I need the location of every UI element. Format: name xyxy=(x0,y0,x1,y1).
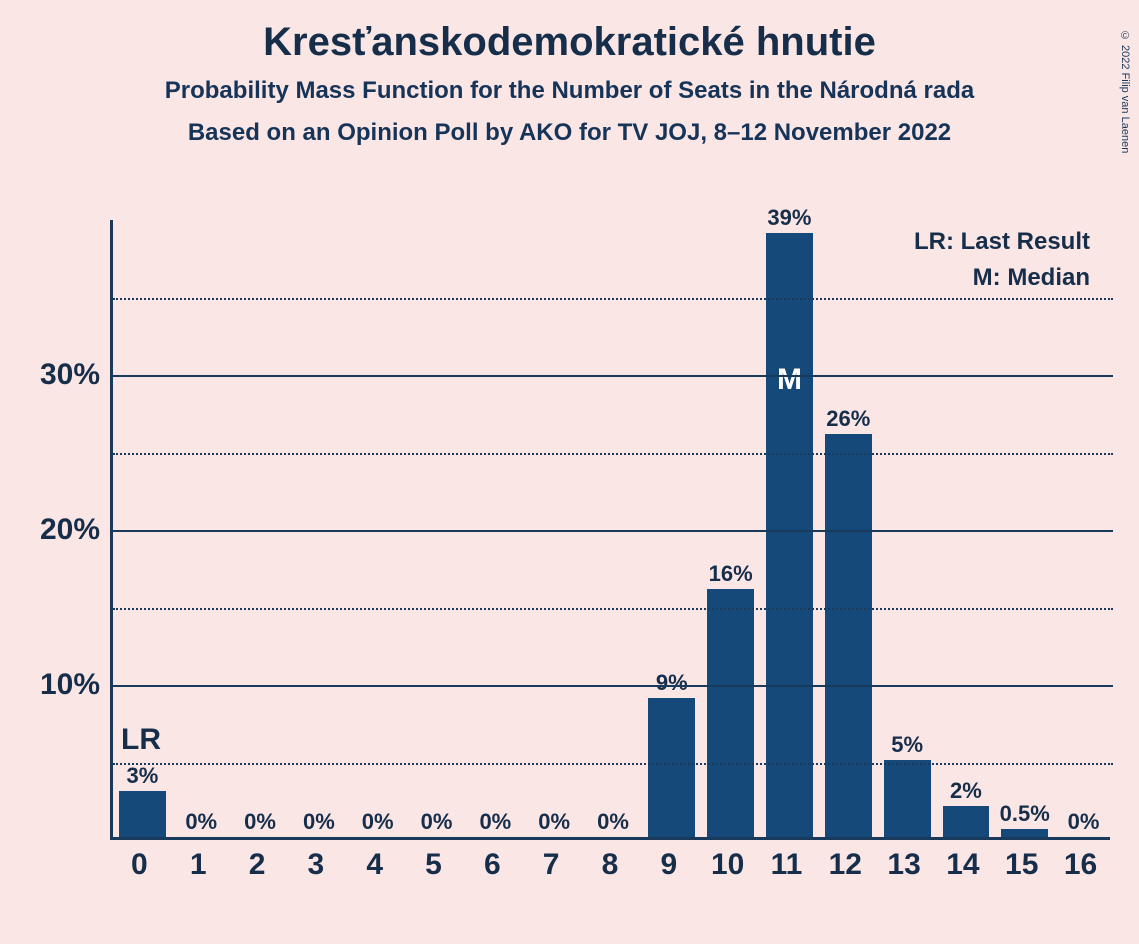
x-axis-label: 9 xyxy=(639,848,698,882)
bar-value-label: 5% xyxy=(891,732,923,758)
y-axis-label: 10% xyxy=(10,668,100,702)
x-axis-label: 13 xyxy=(875,848,934,882)
bar-value-label: 0% xyxy=(303,809,335,835)
bar: 9% xyxy=(648,698,695,838)
bar-value-label: 26% xyxy=(826,406,870,432)
bar: 39%M xyxy=(766,233,813,838)
chart-title: Kresťanskodemokratické hnutie xyxy=(0,20,1139,65)
bar-value-label: 0% xyxy=(244,809,276,835)
bar: 16% xyxy=(707,589,754,837)
bars-container: 3% LR 0% 0% 0% 0% 0% 0% 0% 0% 9% 16% 39%M 26% 5% 2% 0.5%… xyxy=(113,217,1113,837)
x-axis-label: 2 xyxy=(228,848,287,882)
gridline-minor xyxy=(113,608,1113,610)
x-axis-label: 7 xyxy=(522,848,581,882)
bar-value-label: 0.5% xyxy=(1000,801,1050,827)
gridline-major xyxy=(113,530,1113,532)
chart-subtitle: Probability Mass Function for the Number… xyxy=(0,77,1139,105)
bar: 5% xyxy=(884,760,931,838)
y-axis-label: 20% xyxy=(10,513,100,547)
x-axis-label: 8 xyxy=(581,848,640,882)
x-axis-label: 10 xyxy=(698,848,757,882)
bar: 3% xyxy=(119,791,166,838)
gridline-major xyxy=(113,685,1113,687)
bar-value-label: 0% xyxy=(185,809,217,835)
x-axis-label: 15 xyxy=(992,848,1051,882)
bar-value-label: 0% xyxy=(597,809,629,835)
gridline-major xyxy=(113,375,1113,377)
y-axis-label: 30% xyxy=(10,358,100,392)
gridline-minor xyxy=(113,453,1113,455)
plot-region: 3% LR 0% 0% 0% 0% 0% 0% 0% 0% 9% 16% 39%M 26% 5% 2% 0.5%… xyxy=(110,220,1110,840)
gridline-minor xyxy=(113,298,1113,300)
x-axis-label: 5 xyxy=(404,848,463,882)
bar: 26% xyxy=(825,434,872,837)
bar-value-label: 0% xyxy=(1068,809,1100,835)
chart-area: LR: Last Result M: Median 3%LR0%0%0%0%0%… xyxy=(110,220,1110,840)
bar-value-label: 0% xyxy=(362,809,394,835)
bar-value-label: 0% xyxy=(421,809,453,835)
median-marker: M xyxy=(777,363,802,397)
bar: 2% xyxy=(943,806,990,837)
x-axis-label: 4 xyxy=(345,848,404,882)
bar-value-label: 0% xyxy=(538,809,570,835)
bar-value-label: 2% xyxy=(950,778,982,804)
bar-value-label: 0% xyxy=(479,809,511,835)
x-axis-label: 0 xyxy=(110,848,169,882)
copyright-text: © 2022 Filip van Laenen xyxy=(1119,30,1131,153)
x-axis-label: 14 xyxy=(934,848,993,882)
x-axis-label: 16 xyxy=(1051,848,1110,882)
bar: 0.5% xyxy=(1001,829,1048,837)
x-axis-label: 3 xyxy=(286,848,345,882)
x-axis-label: 1 xyxy=(169,848,228,882)
x-axis-label: 11 xyxy=(757,848,816,882)
chart-subtitle-2: Based on an Opinion Poll by AKO for TV J… xyxy=(0,119,1139,147)
bar-value-label: 9% xyxy=(656,670,688,696)
gridline-minor xyxy=(113,763,1113,765)
bar-value-label: 16% xyxy=(709,561,753,587)
x-axis-label: 12 xyxy=(816,848,875,882)
x-axis-label: 6 xyxy=(463,848,522,882)
bar-value-label: 3% xyxy=(127,763,159,789)
last-result-marker: LR xyxy=(121,723,161,757)
bar-value-label: 39% xyxy=(767,205,811,231)
